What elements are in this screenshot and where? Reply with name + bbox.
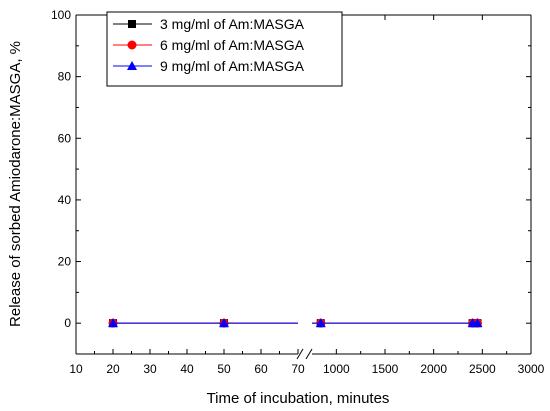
legend: 3 mg/ml of Am:MASGA 6 mg/ml of Am:MASGA 9 … [106, 11, 343, 87]
data-point [472, 318, 483, 328]
x-tick-label: 60 [254, 362, 268, 376]
legend-label: 9 mg/ml of Am:MASGA [160, 58, 305, 74]
y-tick-label: 40 [58, 193, 72, 207]
y-tick-label: 60 [58, 131, 72, 145]
x-tick-label: 40 [180, 362, 194, 376]
y-tick-label: 20 [58, 255, 72, 269]
legend-label: 3 mg/ml of Am:MASGA [160, 16, 305, 32]
x-tick-label: 30 [143, 362, 157, 376]
x-tick-label: 3000 [518, 362, 545, 376]
x-tick-label: 2000 [420, 362, 447, 376]
x-tick-label: 1000 [323, 362, 350, 376]
data-point [219, 318, 229, 328]
x-tick-label: 70 [291, 362, 305, 376]
x-tick-label: 2500 [469, 362, 496, 376]
axis-break-mark [296, 348, 304, 360]
axis-break-mark [305, 348, 313, 360]
x-tick-label: 20 [106, 362, 120, 376]
x-tick-label: 1500 [372, 362, 399, 376]
legend-label: 6 mg/ml of Am:MASGA [160, 37, 305, 53]
y-tick-label: 80 [58, 70, 72, 84]
y-tick-label: 100 [51, 8, 71, 22]
x-axis-title: Time of incubation, minutes [207, 390, 390, 407]
legend-marker [127, 61, 137, 70]
y-tick-label: 0 [64, 316, 71, 330]
legend-marker [127, 40, 137, 50]
y-axis-title: Release of sorbed Amiodarone:MASGA, % [7, 41, 24, 327]
legend-marker [128, 20, 136, 28]
data-point [108, 318, 118, 328]
x-tick-label: 50 [217, 362, 231, 376]
data-point [315, 318, 326, 328]
x-tick-label: 10 [69, 362, 83, 376]
